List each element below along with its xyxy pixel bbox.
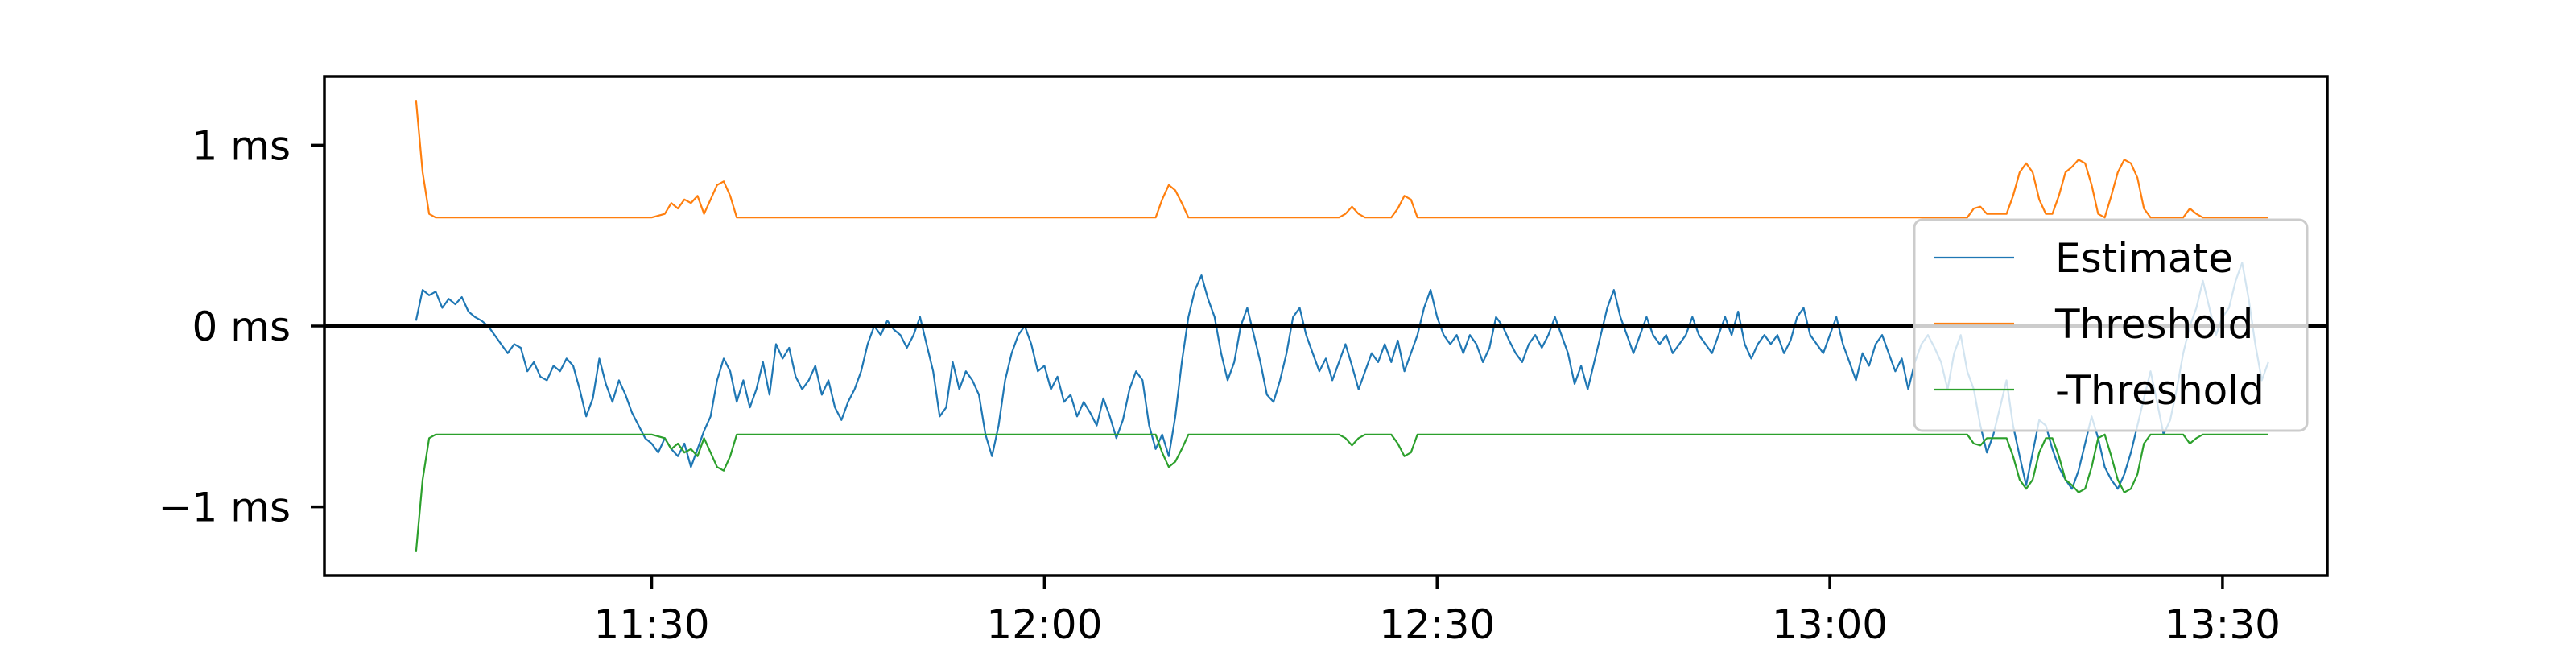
x-tick-label: 13:00 xyxy=(1772,601,1888,644)
x-tick-label: 13:30 xyxy=(2165,601,2281,644)
axes-layer: 1 ms 0 ms −1 ms 11:30 12:00 12:30 13:00 13:30 xyxy=(159,75,2329,648)
series-line-threshold xyxy=(415,100,2268,219)
x-tick-label: 12:30 xyxy=(1379,601,1495,644)
y-tick-label: 1 ms xyxy=(192,122,291,169)
legend-label: Threshold xyxy=(2054,301,2253,348)
legend-label: Estimate xyxy=(2055,235,2233,282)
y-tick-label: 0 ms xyxy=(192,303,291,350)
legend-box xyxy=(1913,218,2309,432)
series-line-threshold xyxy=(415,433,2268,552)
x-tick-label: 12:00 xyxy=(986,601,1102,644)
legend: Estimate Threshold -Threshold xyxy=(1913,218,2309,432)
x-tick-label: 11:30 xyxy=(593,601,709,644)
y-tick-label: −1 ms xyxy=(159,485,291,531)
legend-label: -Threshold xyxy=(2055,367,2264,414)
